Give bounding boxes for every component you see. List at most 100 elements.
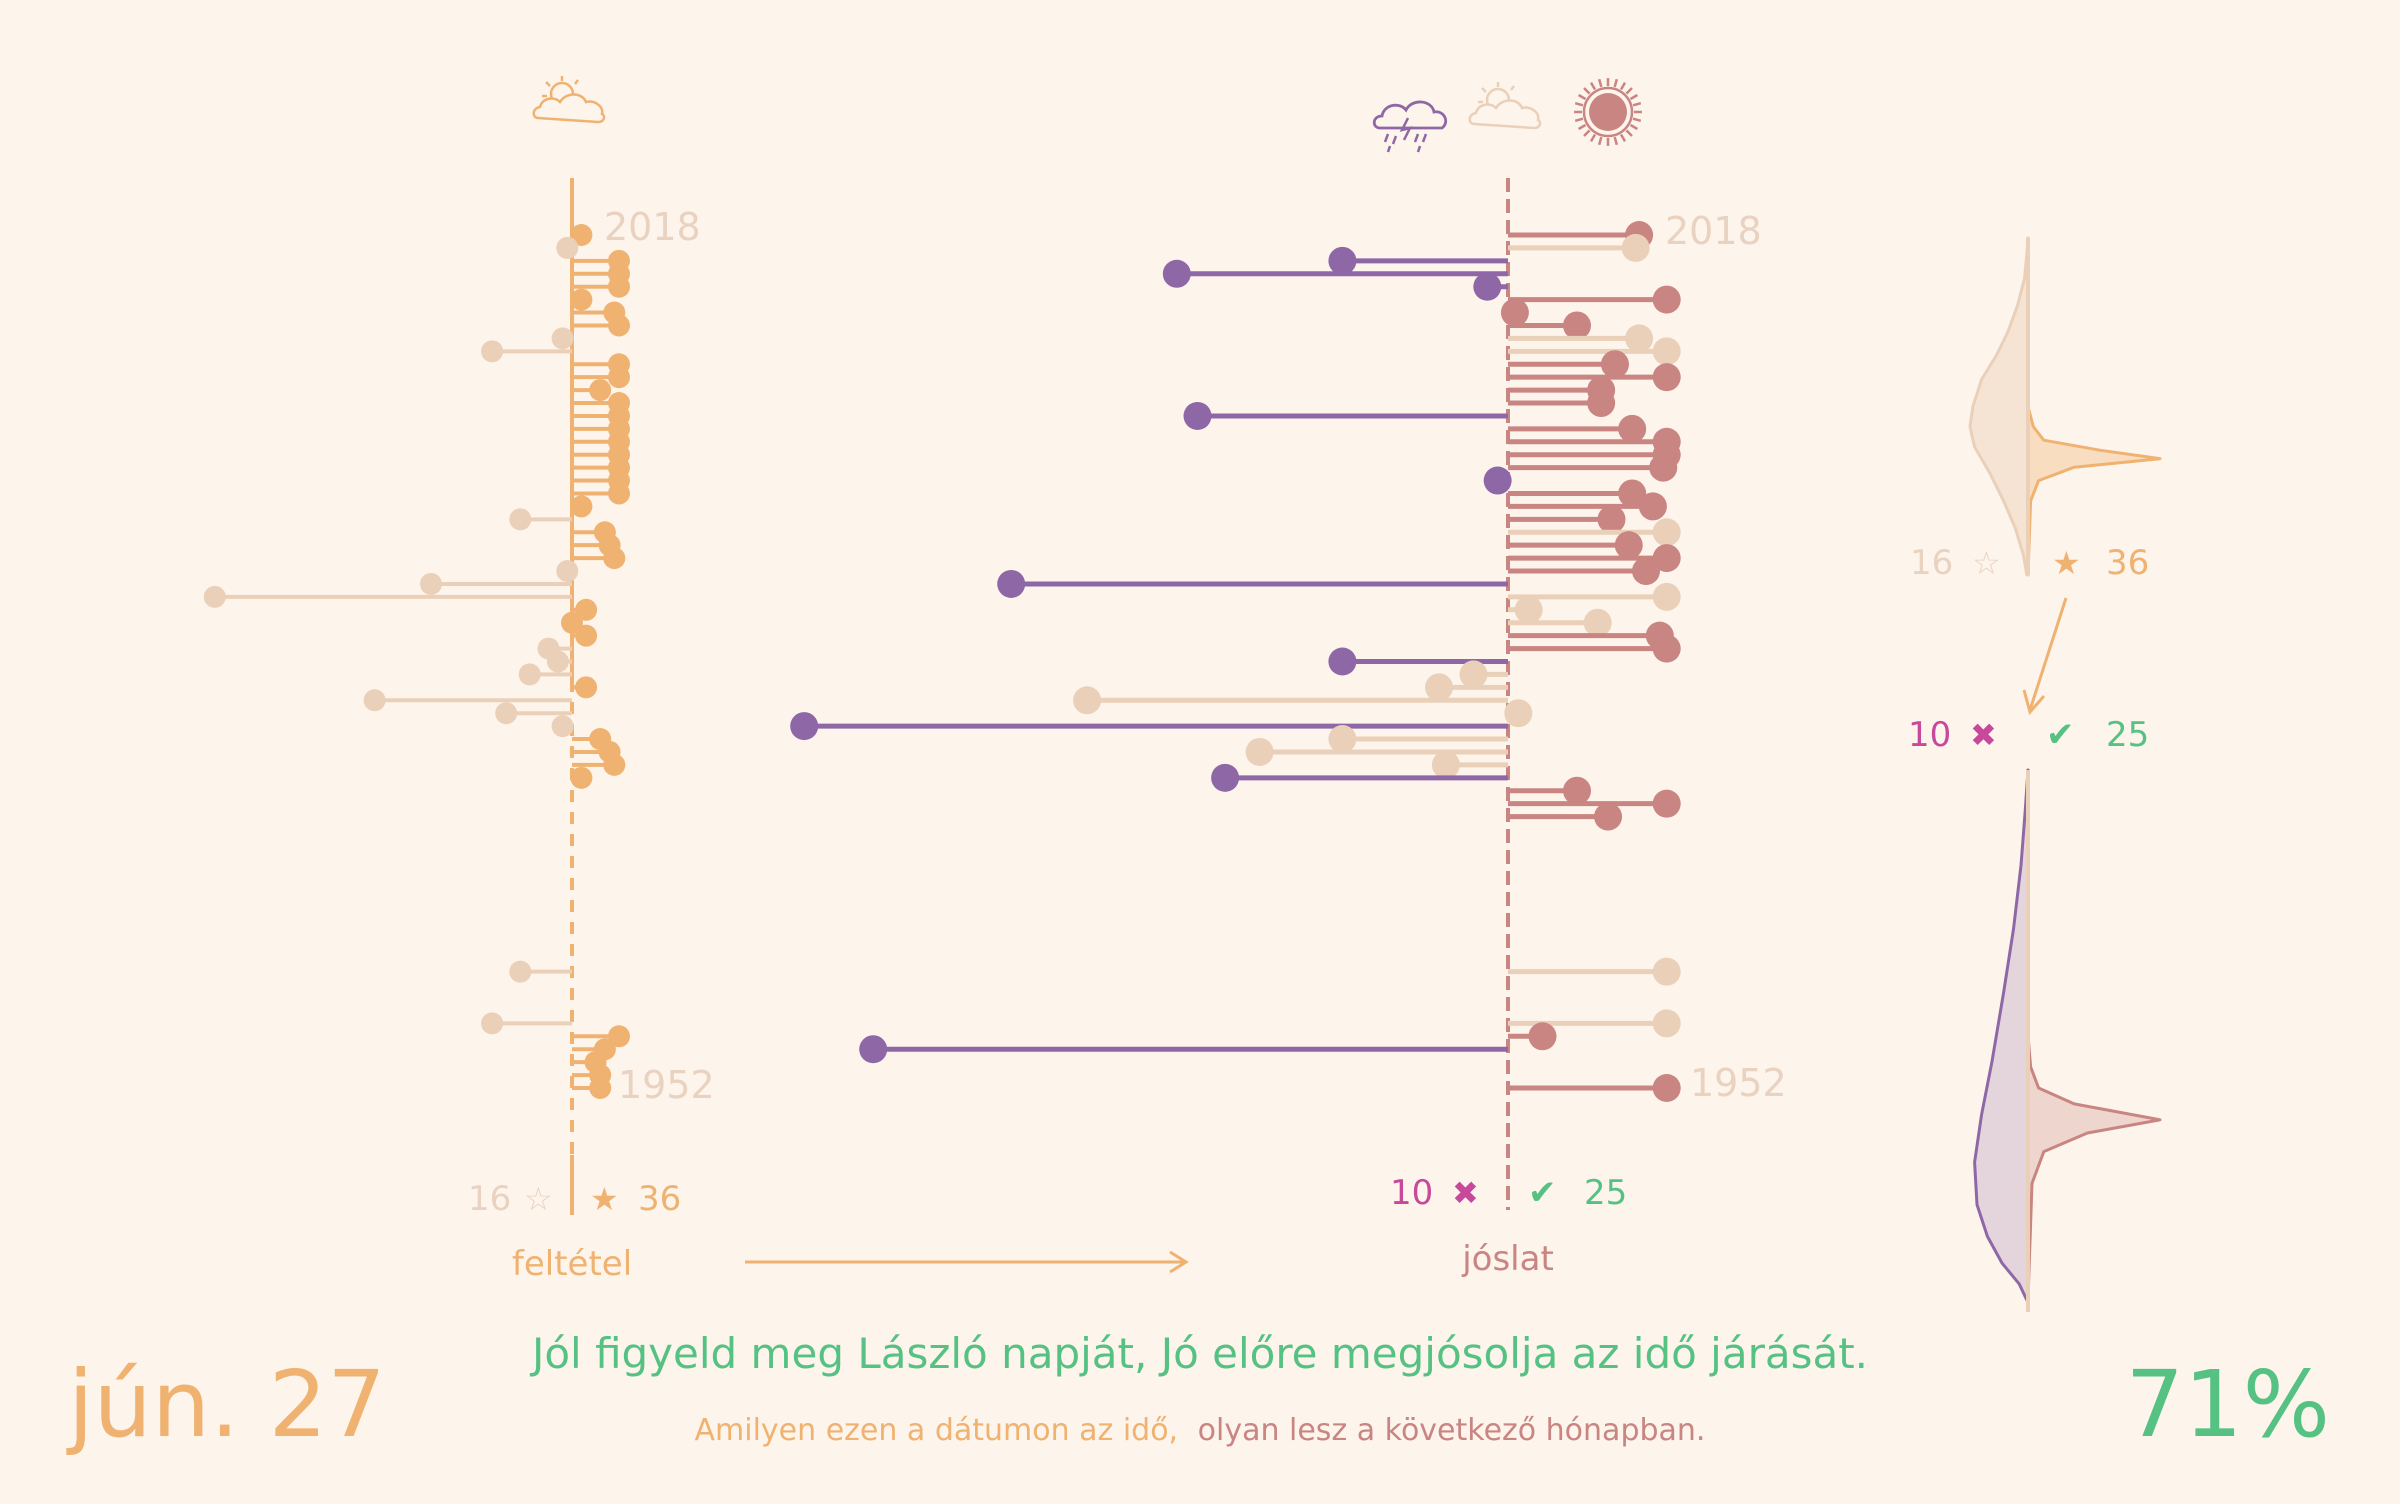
condition-bad-density [1968,236,2030,577]
prediction-wrong-count: 10 [1390,1173,1433,1213]
condition-lollipop-1985 [546,650,572,673]
prediction-lollipop-2009 [1508,337,1681,366]
prediction-lollipop-1985 [1328,647,1508,676]
condition-lollipop-1991 [420,572,572,595]
prediction-lollipop-1992 [1508,557,1660,586]
date-label: jún. 27 [66,1351,386,1458]
condition-lollipop-2014 [572,275,630,298]
condition-lollipop-1998 [572,482,630,505]
cloud-icon [1468,82,1542,130]
condition-lollipop-1993 [572,547,626,570]
condition-lollipop-1990 [203,585,572,608]
prediction-lollipop-1974 [1508,789,1681,818]
condition-lollipop-1982 [363,689,572,712]
prediction-lollipop-1988 [1508,608,1612,637]
condition-empty-star-count: 16 [468,1179,511,1219]
prediction-lollipop-2017 [1508,233,1650,262]
check-icon: ✔ [1528,1173,1557,1213]
condition-lollipop-1961 [509,960,572,983]
condition-lollipop-2018 [570,224,593,246]
prediction-lollipop-2008 [1508,350,1629,379]
full-star-icon: ★ [590,1180,619,1218]
density-check-icon: ✔ [2046,715,2075,755]
condition-lollipops [203,224,630,1099]
saying-line1: Jól figyeld meg László napját, Jó előre … [529,1329,1868,1378]
prediction-year-top: 2018 [1665,209,1762,253]
saying-line2-condition: Amilyen ezen a dátumon az idő, [695,1413,1179,1448]
condition-lollipop-1983 [572,676,598,699]
prediction-lollipop-1957 [1508,1009,1681,1038]
condition-lollipop-2013 [570,288,593,311]
prediction-lollipop-1998 [1508,479,1647,508]
prediction-year-bottom: 1952 [1690,1061,1787,1105]
density-wrong-count: 10 [1908,715,1951,755]
prediction-lollipop-1997 [1508,492,1667,521]
prediction-lollipop-1983 [1425,673,1508,702]
condition-lollipop-2006 [572,379,612,402]
density-panel [1968,236,2162,1312]
prediction-lollipop-2013 [1508,285,1681,314]
density-cross-icon: ✖ [1970,716,1997,754]
condition-lollipop-1976 [570,766,593,789]
condition-lollipop-1956 [572,1025,630,1048]
prediction-lollipop-2016 [1328,246,1508,275]
prediction-lollipop-2005 [1508,389,1616,418]
prediction-lollipop-1980 [790,712,1508,741]
arrow-down-left-icon [2022,597,2068,716]
prediction-lollipop-1976 [1211,763,1508,792]
condition-lollipop-2011 [572,314,630,337]
prediction-lollipop-2000 [1508,453,1678,482]
condition-lollipop-1952 [572,1077,612,1099]
prediction-lollipop-2011 [1508,311,1591,340]
partly-cloudy-icon [532,76,606,124]
condition-lollipop-1981 [495,702,572,725]
sun-icon [1574,78,1642,146]
condition-full-star-count: 36 [638,1179,681,1219]
prediction-lollipop-2012 [1500,298,1529,327]
density-empty-star-count: 16 [1910,543,1953,583]
condition-lollipop-1987 [572,624,598,647]
condition-lollipop-1992 [556,560,579,583]
condition-lollipop-1988 [561,611,583,634]
condition-lollipop-2007 [572,366,630,389]
density-full-star-count: 36 [2106,543,2149,583]
prediction-lollipop-1975 [1508,776,1591,805]
prediction-lollipop-1993 [1508,544,1681,573]
prediction-lollipop-2015 [1162,259,1508,288]
prediction-lollipop-1989 [1508,595,1543,624]
condition-lollipop-1997 [570,495,593,518]
prediction-lollipop-1990 [1508,582,1681,611]
condition-good-density [2026,236,2162,577]
prediction-lollipop-1999 [1483,466,1512,495]
condition-lollipop-1980 [551,715,574,738]
empty-star-icon: ☆ [524,1180,553,1218]
cross-icon: ✖ [1452,1174,1479,1212]
prediction-label: jóslat [1461,1239,1554,1279]
prediction-rain-density [1973,768,2030,1302]
density-empty-star-icon: ☆ [1972,544,2001,582]
prediction-lollipop-1984 [1459,660,1508,689]
condition-lollipop-1984 [518,663,572,686]
condition-lollipop-1957 [481,1012,572,1035]
prediction-lollipops [790,221,1681,1102]
prediction-lollipop-1995 [1508,518,1681,547]
prediction-lollipop-2014 [1473,272,1508,301]
condition-lollipop-2017 [556,236,579,259]
prediction-lollipop-1973 [1508,802,1623,831]
saying-line2: Amilyen ezen a dátumon az idő, olyan les… [695,1413,1706,1448]
condition-lollipop-2010 [551,327,574,350]
condition-lollipop-2009 [481,340,572,363]
condition-lollipop-1989 [572,598,598,621]
prediction-lollipop-1996 [1508,505,1626,534]
saying-line2-prediction: olyan lesz a következő hónapban. [1198,1413,1706,1448]
condition-lollipop-1977 [572,753,626,776]
rain-cloud-icon [1372,100,1448,153]
prediction-sun-density [2026,768,2162,1302]
prediction-right-count: 25 [1584,1173,1627,1213]
density-full-star-icon: ★ [2052,544,2081,582]
prediction-lollipop-1978 [1245,737,1508,766]
prediction-lollipop-2003 [1508,414,1647,443]
condition-year-top: 2018 [604,205,701,249]
percent-label: 71% [2126,1351,2330,1458]
